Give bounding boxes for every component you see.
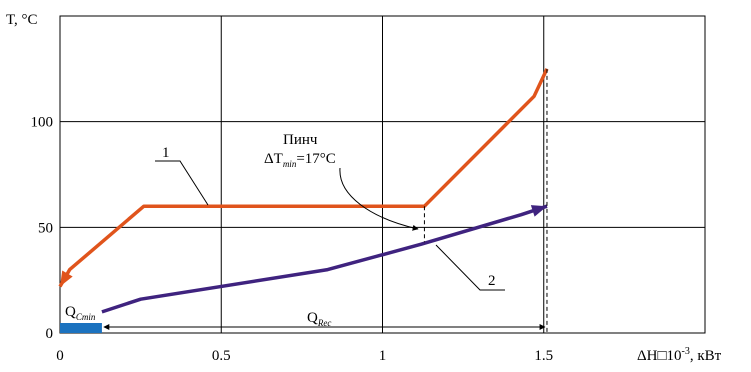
pinch-arrow [339, 167, 419, 231]
y-tick-label-1: 50 [38, 220, 53, 236]
pinch-title: Пинч [283, 132, 318, 148]
qrec-label: QRec [307, 310, 331, 328]
series-1-line [58, 68, 549, 288]
qrec-label-sub: Rec [317, 318, 332, 328]
series-1-arrowhead [60, 270, 73, 287]
x-tick-label-1: 0.5 [212, 348, 231, 364]
curve-2-leader [435, 244, 505, 291]
x-axis-label-unit: , кВт [690, 348, 722, 364]
grid [59, 15, 706, 334]
x-axis-label-exponent: -3 [682, 346, 690, 357]
pinch-delta: ΔTmin=17°C [264, 151, 336, 169]
qrec-label-main: Q [307, 310, 318, 326]
x-tick-label-2: 1 [379, 348, 387, 364]
qcmin-label-main: Q [65, 304, 76, 320]
pinch-delta-sub: min [283, 159, 297, 169]
series-layer [58, 68, 549, 314]
tick-labels: 0 0.5 1 1.5 0 50 100 [31, 115, 554, 364]
pinch-delta-main: ΔT [264, 151, 283, 167]
curve-1-leader [155, 160, 209, 206]
curve-1-label: 1 [162, 145, 170, 161]
x-axis-label-main: ΔH□10 [637, 348, 682, 364]
pinch-delta-value: =17°C [296, 151, 335, 167]
qcmin-label: QCmin [65, 304, 96, 322]
qcmin-label-sub: Cmin [76, 312, 96, 322]
curve-2-label: 2 [488, 273, 496, 289]
qcmin-bar [60, 323, 102, 333]
y-tick-label-0: 0 [46, 326, 54, 342]
x-axis-label: ΔH□10-3, кВт [637, 346, 722, 364]
x-tick-label-3: 1.5 [534, 348, 553, 364]
series-2-line [101, 204, 548, 314]
y-tick-label-2: 100 [31, 115, 54, 131]
x-tick-label-0: 0 [56, 348, 64, 364]
y-axis-label: T, °C [6, 12, 38, 28]
series-2-arrowhead [530, 205, 547, 217]
